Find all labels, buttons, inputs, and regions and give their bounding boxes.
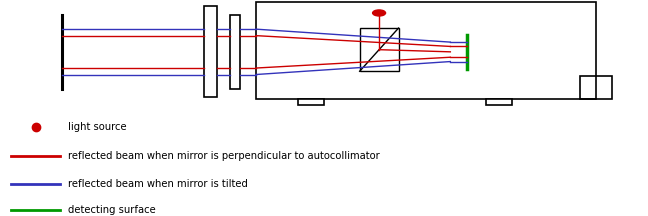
Bar [580, 76, 612, 99]
Text: detecting surface: detecting surface [68, 205, 156, 214]
Text: reflected beam when mirror is tilted: reflected beam when mirror is tilted [68, 179, 248, 189]
Ellipse shape [373, 10, 386, 16]
Bar [486, 99, 512, 105]
Bar [230, 15, 240, 89]
Bar [204, 6, 217, 97]
Bar [298, 99, 324, 105]
Bar [360, 28, 399, 71]
Bar [256, 2, 596, 99]
Text: reflected beam when mirror is perpendicular to autocollimator: reflected beam when mirror is perpendicu… [68, 151, 380, 160]
Text: light source: light source [68, 122, 126, 132]
